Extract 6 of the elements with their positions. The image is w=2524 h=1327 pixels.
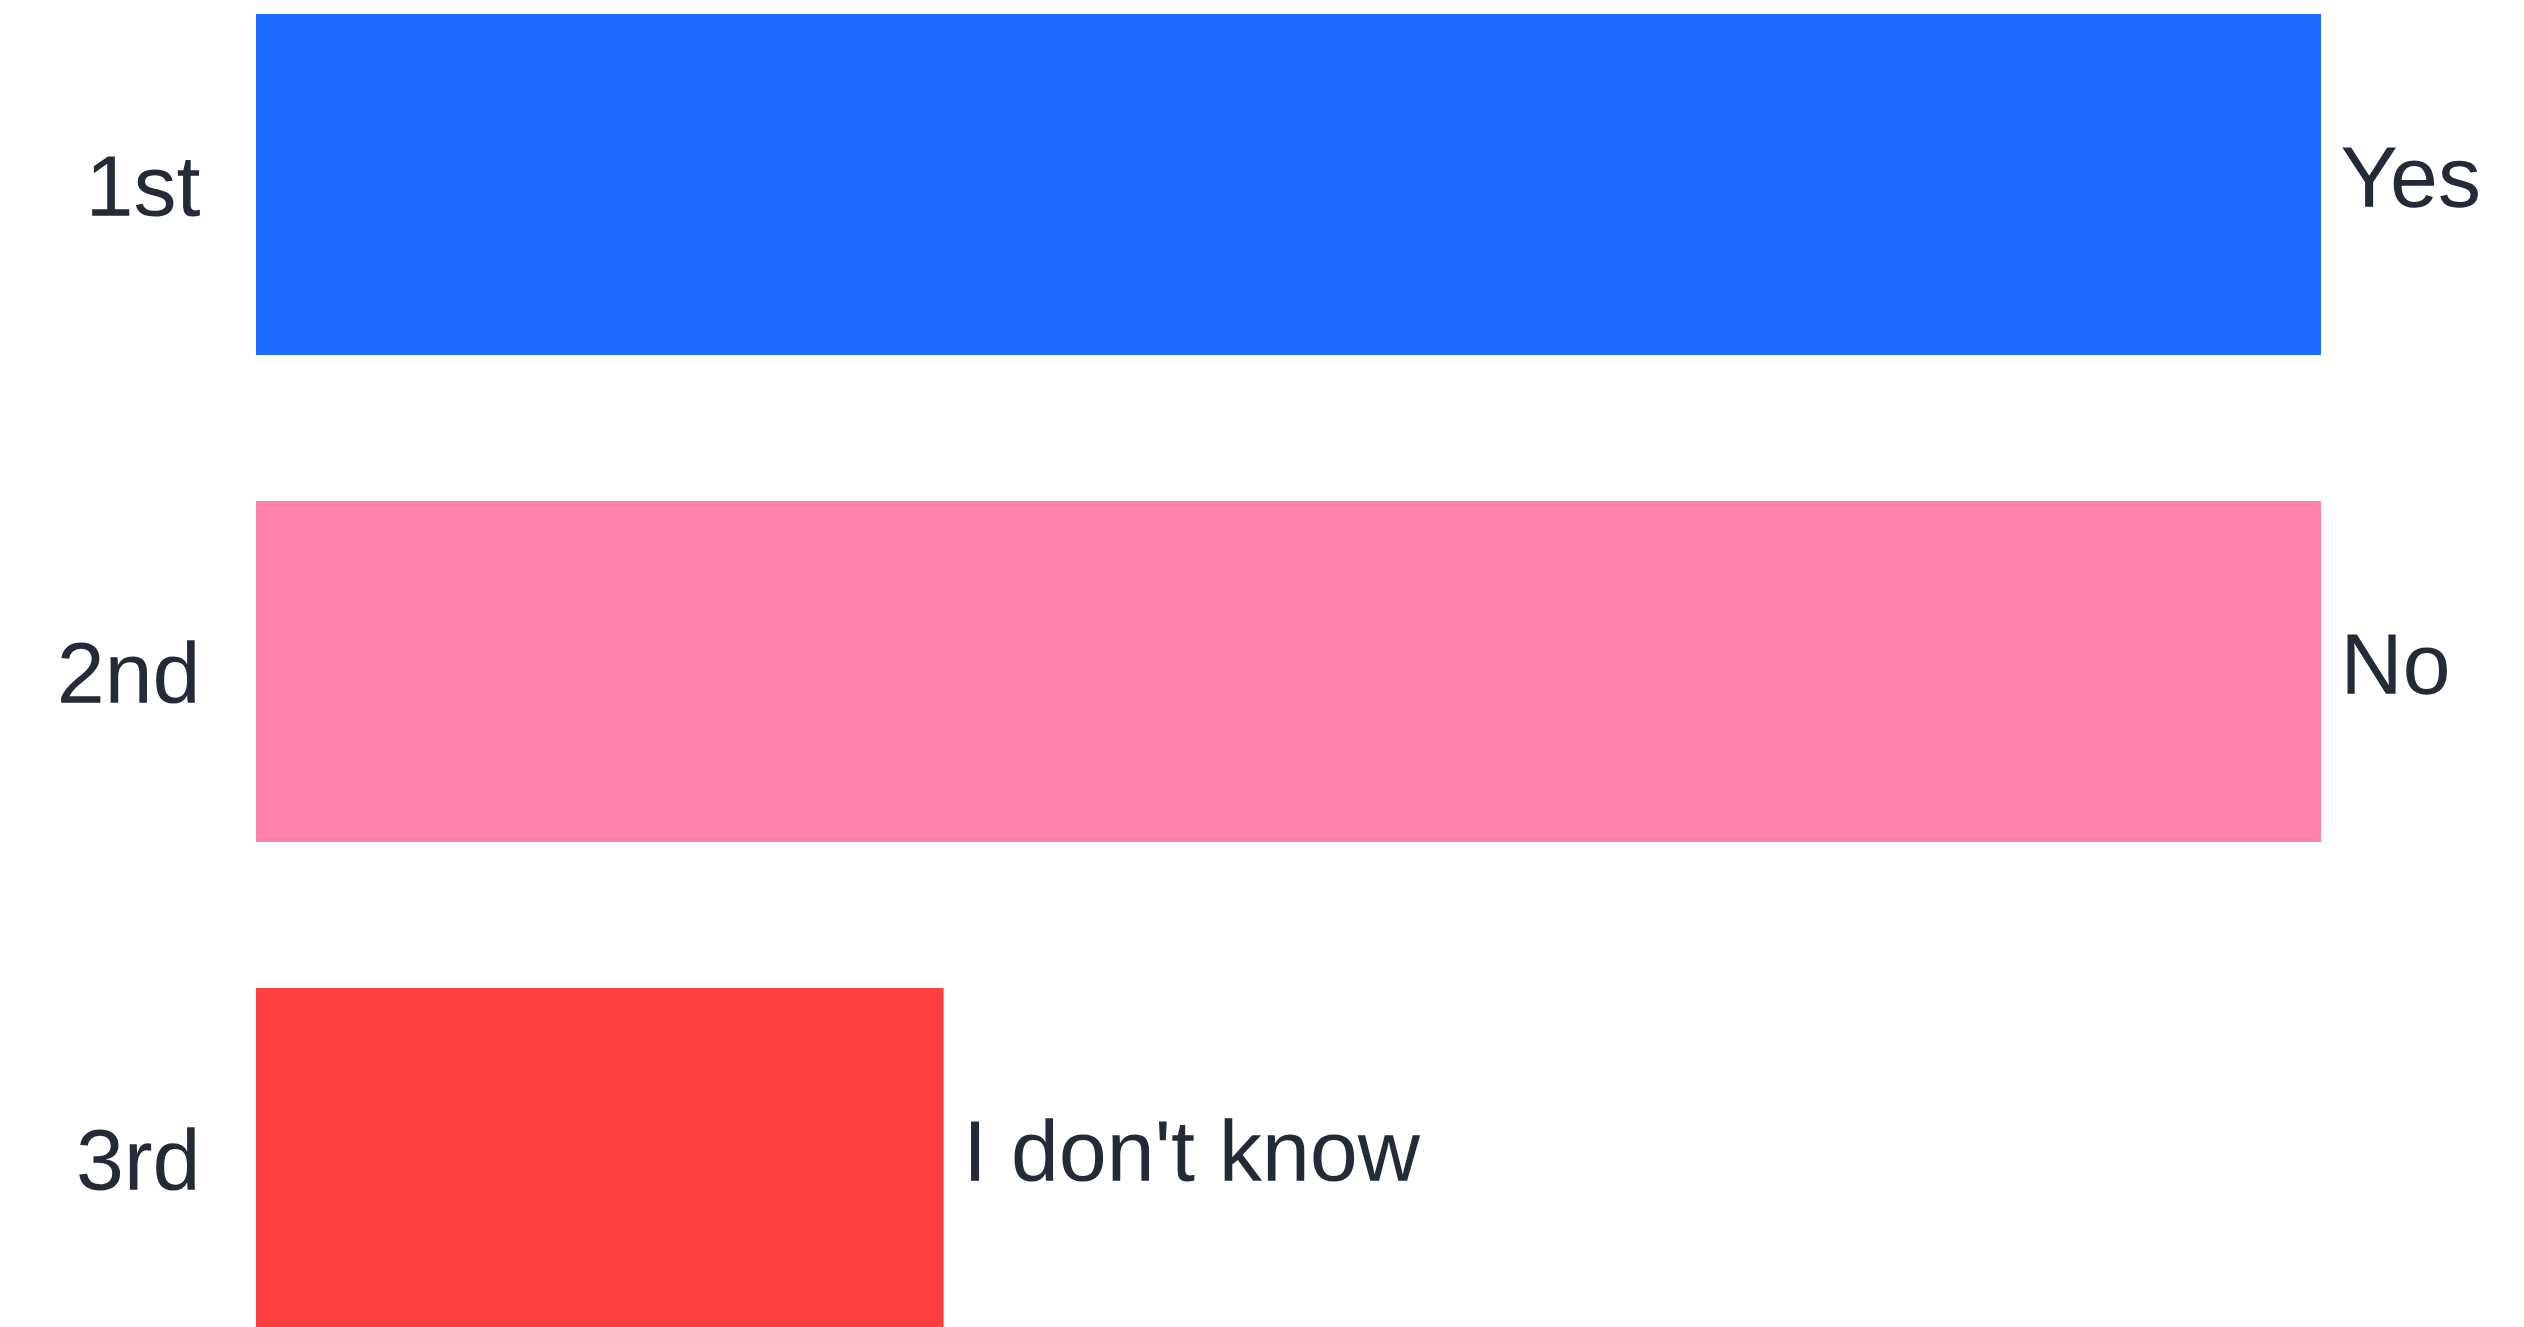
text: No — [2347, 634, 2447, 695]
y-tick-label: 3rd — [79, 1127, 195, 1191]
y-tick-label: 1st — [92, 156, 200, 217]
y-tick-label: 2nd — [61, 640, 195, 704]
text: Yes — [2342, 147, 2478, 208]
annotation: I don't know — [971, 1118, 1421, 1182]
